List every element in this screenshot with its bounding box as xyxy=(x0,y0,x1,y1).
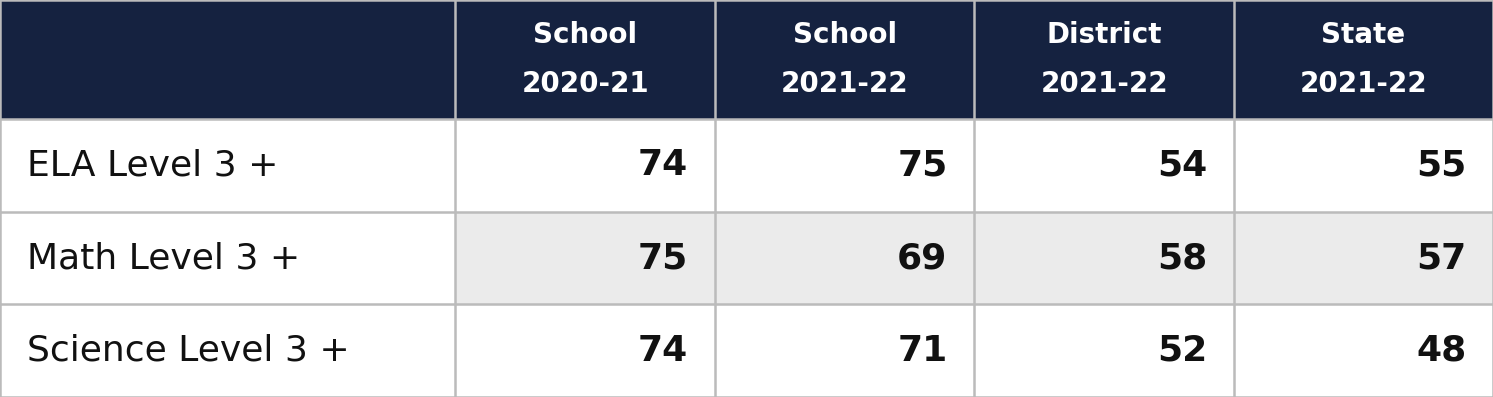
Bar xyxy=(975,0,1233,119)
Bar xyxy=(975,212,1233,304)
Text: 57: 57 xyxy=(1417,241,1466,275)
Text: 71: 71 xyxy=(897,334,948,368)
Bar xyxy=(0,304,455,397)
Bar xyxy=(715,0,975,119)
Text: 2020-21: 2020-21 xyxy=(521,70,649,98)
Bar xyxy=(455,212,715,304)
Text: 74: 74 xyxy=(638,148,688,182)
Text: 2021-22: 2021-22 xyxy=(1300,70,1427,98)
Text: 2021-22: 2021-22 xyxy=(1041,70,1168,98)
Text: 48: 48 xyxy=(1417,334,1466,368)
Text: Math Level 3 +: Math Level 3 + xyxy=(27,241,300,275)
Bar xyxy=(715,212,975,304)
Bar xyxy=(0,212,455,304)
Bar xyxy=(1233,304,1493,397)
Bar xyxy=(0,119,455,212)
Bar xyxy=(455,119,715,212)
Text: 75: 75 xyxy=(638,241,688,275)
Text: 69: 69 xyxy=(897,241,948,275)
Bar xyxy=(975,119,1233,212)
Text: ELA Level 3 +: ELA Level 3 + xyxy=(27,148,278,182)
Text: 58: 58 xyxy=(1157,241,1206,275)
Text: 2021-22: 2021-22 xyxy=(781,70,908,98)
Bar xyxy=(455,0,715,119)
Bar xyxy=(975,304,1233,397)
Text: State: State xyxy=(1321,21,1405,49)
Text: School: School xyxy=(533,21,638,49)
Bar xyxy=(1233,212,1493,304)
Bar xyxy=(455,304,715,397)
Text: 55: 55 xyxy=(1417,148,1466,182)
Bar xyxy=(715,119,975,212)
Text: School: School xyxy=(793,21,897,49)
Bar xyxy=(715,304,975,397)
Text: 54: 54 xyxy=(1157,148,1206,182)
Text: 74: 74 xyxy=(638,334,688,368)
Text: 75: 75 xyxy=(897,148,948,182)
Bar xyxy=(0,0,455,119)
Bar xyxy=(1233,119,1493,212)
Text: District: District xyxy=(1047,21,1162,49)
Text: 52: 52 xyxy=(1157,334,1206,368)
Text: Science Level 3 +: Science Level 3 + xyxy=(27,334,349,368)
Bar xyxy=(1233,0,1493,119)
